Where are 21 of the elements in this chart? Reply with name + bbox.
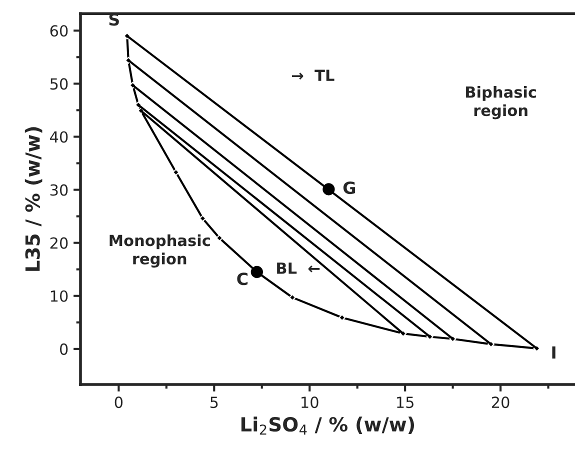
x-tick-label: 5 — [210, 396, 218, 408]
annotation: G — [343, 181, 356, 194]
x-tick-label: 15 — [397, 396, 414, 408]
annotation: → TL — [292, 70, 334, 81]
y-tick-label: 10 — [50, 290, 68, 302]
y-tick-label: 40 — [50, 131, 68, 143]
y-tick-label: 60 — [50, 25, 68, 37]
x-axis-title: Li$_{2}$SO$_{4}$ / % (w/w) — [241, 416, 414, 435]
annotation: I — [552, 346, 556, 359]
annotation: Biphasic region — [466, 86, 536, 120]
x-tick-label: 20 — [492, 396, 510, 408]
y-axis-title: L35 / % (w/w) — [24, 127, 42, 271]
y-tick-label: 50 — [50, 78, 68, 90]
annotation: C — [237, 272, 248, 286]
annotation: Monophasic region — [110, 234, 210, 268]
y-tick-label: 30 — [50, 184, 68, 196]
annotation: BL ← — [277, 262, 320, 274]
x-tick-label: 0 — [114, 396, 123, 408]
y-tick-label: 20 — [50, 237, 68, 249]
y-tick-label: 0 — [60, 343, 68, 355]
x-tick-label: 10 — [302, 396, 318, 408]
